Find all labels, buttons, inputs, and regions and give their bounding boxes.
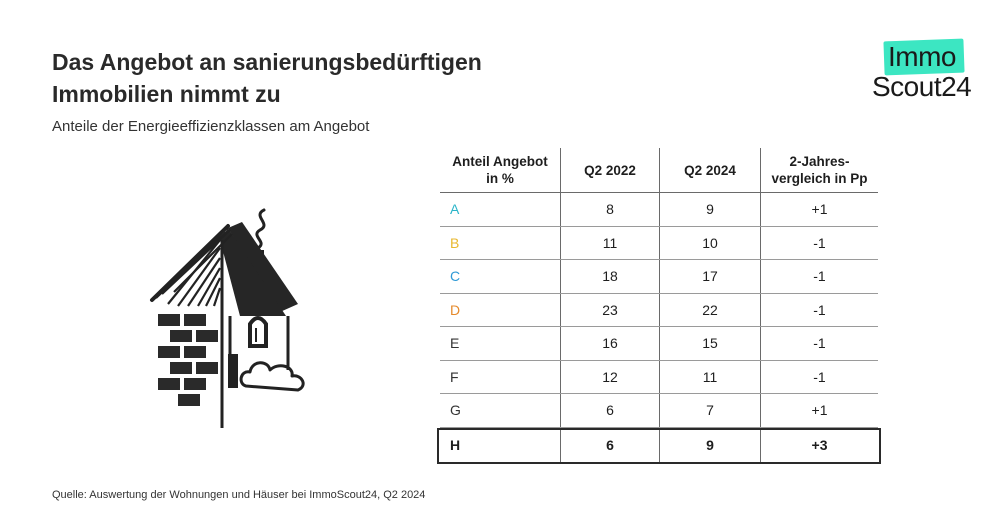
house-illustration-icon bbox=[150, 208, 305, 428]
table-row: H 6 9 +3 bbox=[440, 427, 878, 462]
logo-word-scout24: Scout24 bbox=[872, 71, 972, 102]
value-q2-2024: 15 bbox=[659, 326, 761, 361]
value-q2-2022: 6 bbox=[560, 427, 660, 462]
value-q2-2022: 8 bbox=[560, 192, 660, 227]
chart-title: Das Angebot an sanierungsbedürftigen Imm… bbox=[52, 46, 612, 110]
energy-class-label: F bbox=[440, 360, 561, 394]
value-q2-2022: 12 bbox=[560, 360, 660, 394]
immoscout24-logo: Immo Scout24 bbox=[866, 36, 984, 106]
col-header-q2-2022: Q2 2022 bbox=[560, 148, 660, 193]
value-two-year-diff: +3 bbox=[760, 427, 878, 462]
table-body: A 8 9 +1 B 11 10 -1 C 18 17 -1 D 23 22 -1 E 16 15 -1 F 12 11 -1… bbox=[440, 192, 878, 462]
table-header-row: Anteil Angebot in % Q2 2022 Q2 2024 2-Jah… bbox=[440, 148, 878, 193]
chart-subtitle: Anteile der Energieeffizienzklassen am A… bbox=[52, 118, 370, 135]
value-q2-2024: 17 bbox=[659, 259, 761, 294]
value-q2-2022: 11 bbox=[560, 226, 660, 260]
value-two-year-diff: -1 bbox=[760, 259, 878, 294]
energy-class-label: D bbox=[440, 293, 561, 327]
value-q2-2024: 9 bbox=[659, 427, 761, 462]
value-q2-2024: 10 bbox=[659, 226, 761, 260]
energy-class-label: B bbox=[440, 226, 561, 260]
table-row: C 18 17 -1 bbox=[440, 259, 878, 294]
col-header-share: Anteil Angebot in % bbox=[440, 148, 561, 193]
table-row: F 12 11 -1 bbox=[440, 360, 878, 394]
value-q2-2024: 9 bbox=[659, 192, 761, 227]
logo-word-immo: Immo bbox=[888, 41, 957, 72]
value-two-year-diff: -1 bbox=[760, 293, 878, 327]
value-two-year-diff: -1 bbox=[760, 226, 878, 260]
value-q2-2024: 7 bbox=[659, 393, 761, 428]
table-row: A 8 9 +1 bbox=[440, 192, 878, 227]
energy-class-table: Anteil Angebot in % Q2 2022 Q2 2024 2-Jah… bbox=[440, 148, 878, 462]
energy-class-label: E bbox=[440, 326, 561, 361]
source-note: Quelle: Auswertung der Wohnungen und Häu… bbox=[52, 489, 426, 501]
energy-class-label: G bbox=[440, 393, 561, 428]
title-line-1: Das Angebot an sanierungsbedürftigen bbox=[52, 49, 482, 75]
table-row: E 16 15 -1 bbox=[440, 326, 878, 361]
table-row: D 23 22 -1 bbox=[440, 293, 878, 327]
energy-class-label: C bbox=[440, 259, 561, 294]
energy-class-label: H bbox=[450, 436, 461, 453]
value-two-year-diff: +1 bbox=[760, 393, 878, 428]
col-header-two-year-comparison: 2-Jahres-vergleich in Pp bbox=[760, 148, 878, 193]
value-two-year-diff: -1 bbox=[760, 360, 878, 394]
energy-class-label: A bbox=[440, 192, 561, 227]
table-row: G 6 7 +1 bbox=[440, 393, 878, 428]
col-header-q2-2024: Q2 2024 bbox=[659, 148, 761, 193]
table-row: B 11 10 -1 bbox=[440, 226, 878, 260]
value-q2-2024: 22 bbox=[659, 293, 761, 327]
value-two-year-diff: -1 bbox=[760, 326, 878, 361]
value-q2-2022: 23 bbox=[560, 293, 660, 327]
value-q2-2022: 6 bbox=[560, 393, 660, 428]
value-q2-2022: 16 bbox=[560, 326, 660, 361]
value-two-year-diff: +1 bbox=[760, 192, 878, 227]
value-q2-2022: 18 bbox=[560, 259, 660, 294]
value-q2-2024: 11 bbox=[659, 360, 761, 394]
title-line-2: Immobilien nimmt zu bbox=[52, 81, 281, 107]
